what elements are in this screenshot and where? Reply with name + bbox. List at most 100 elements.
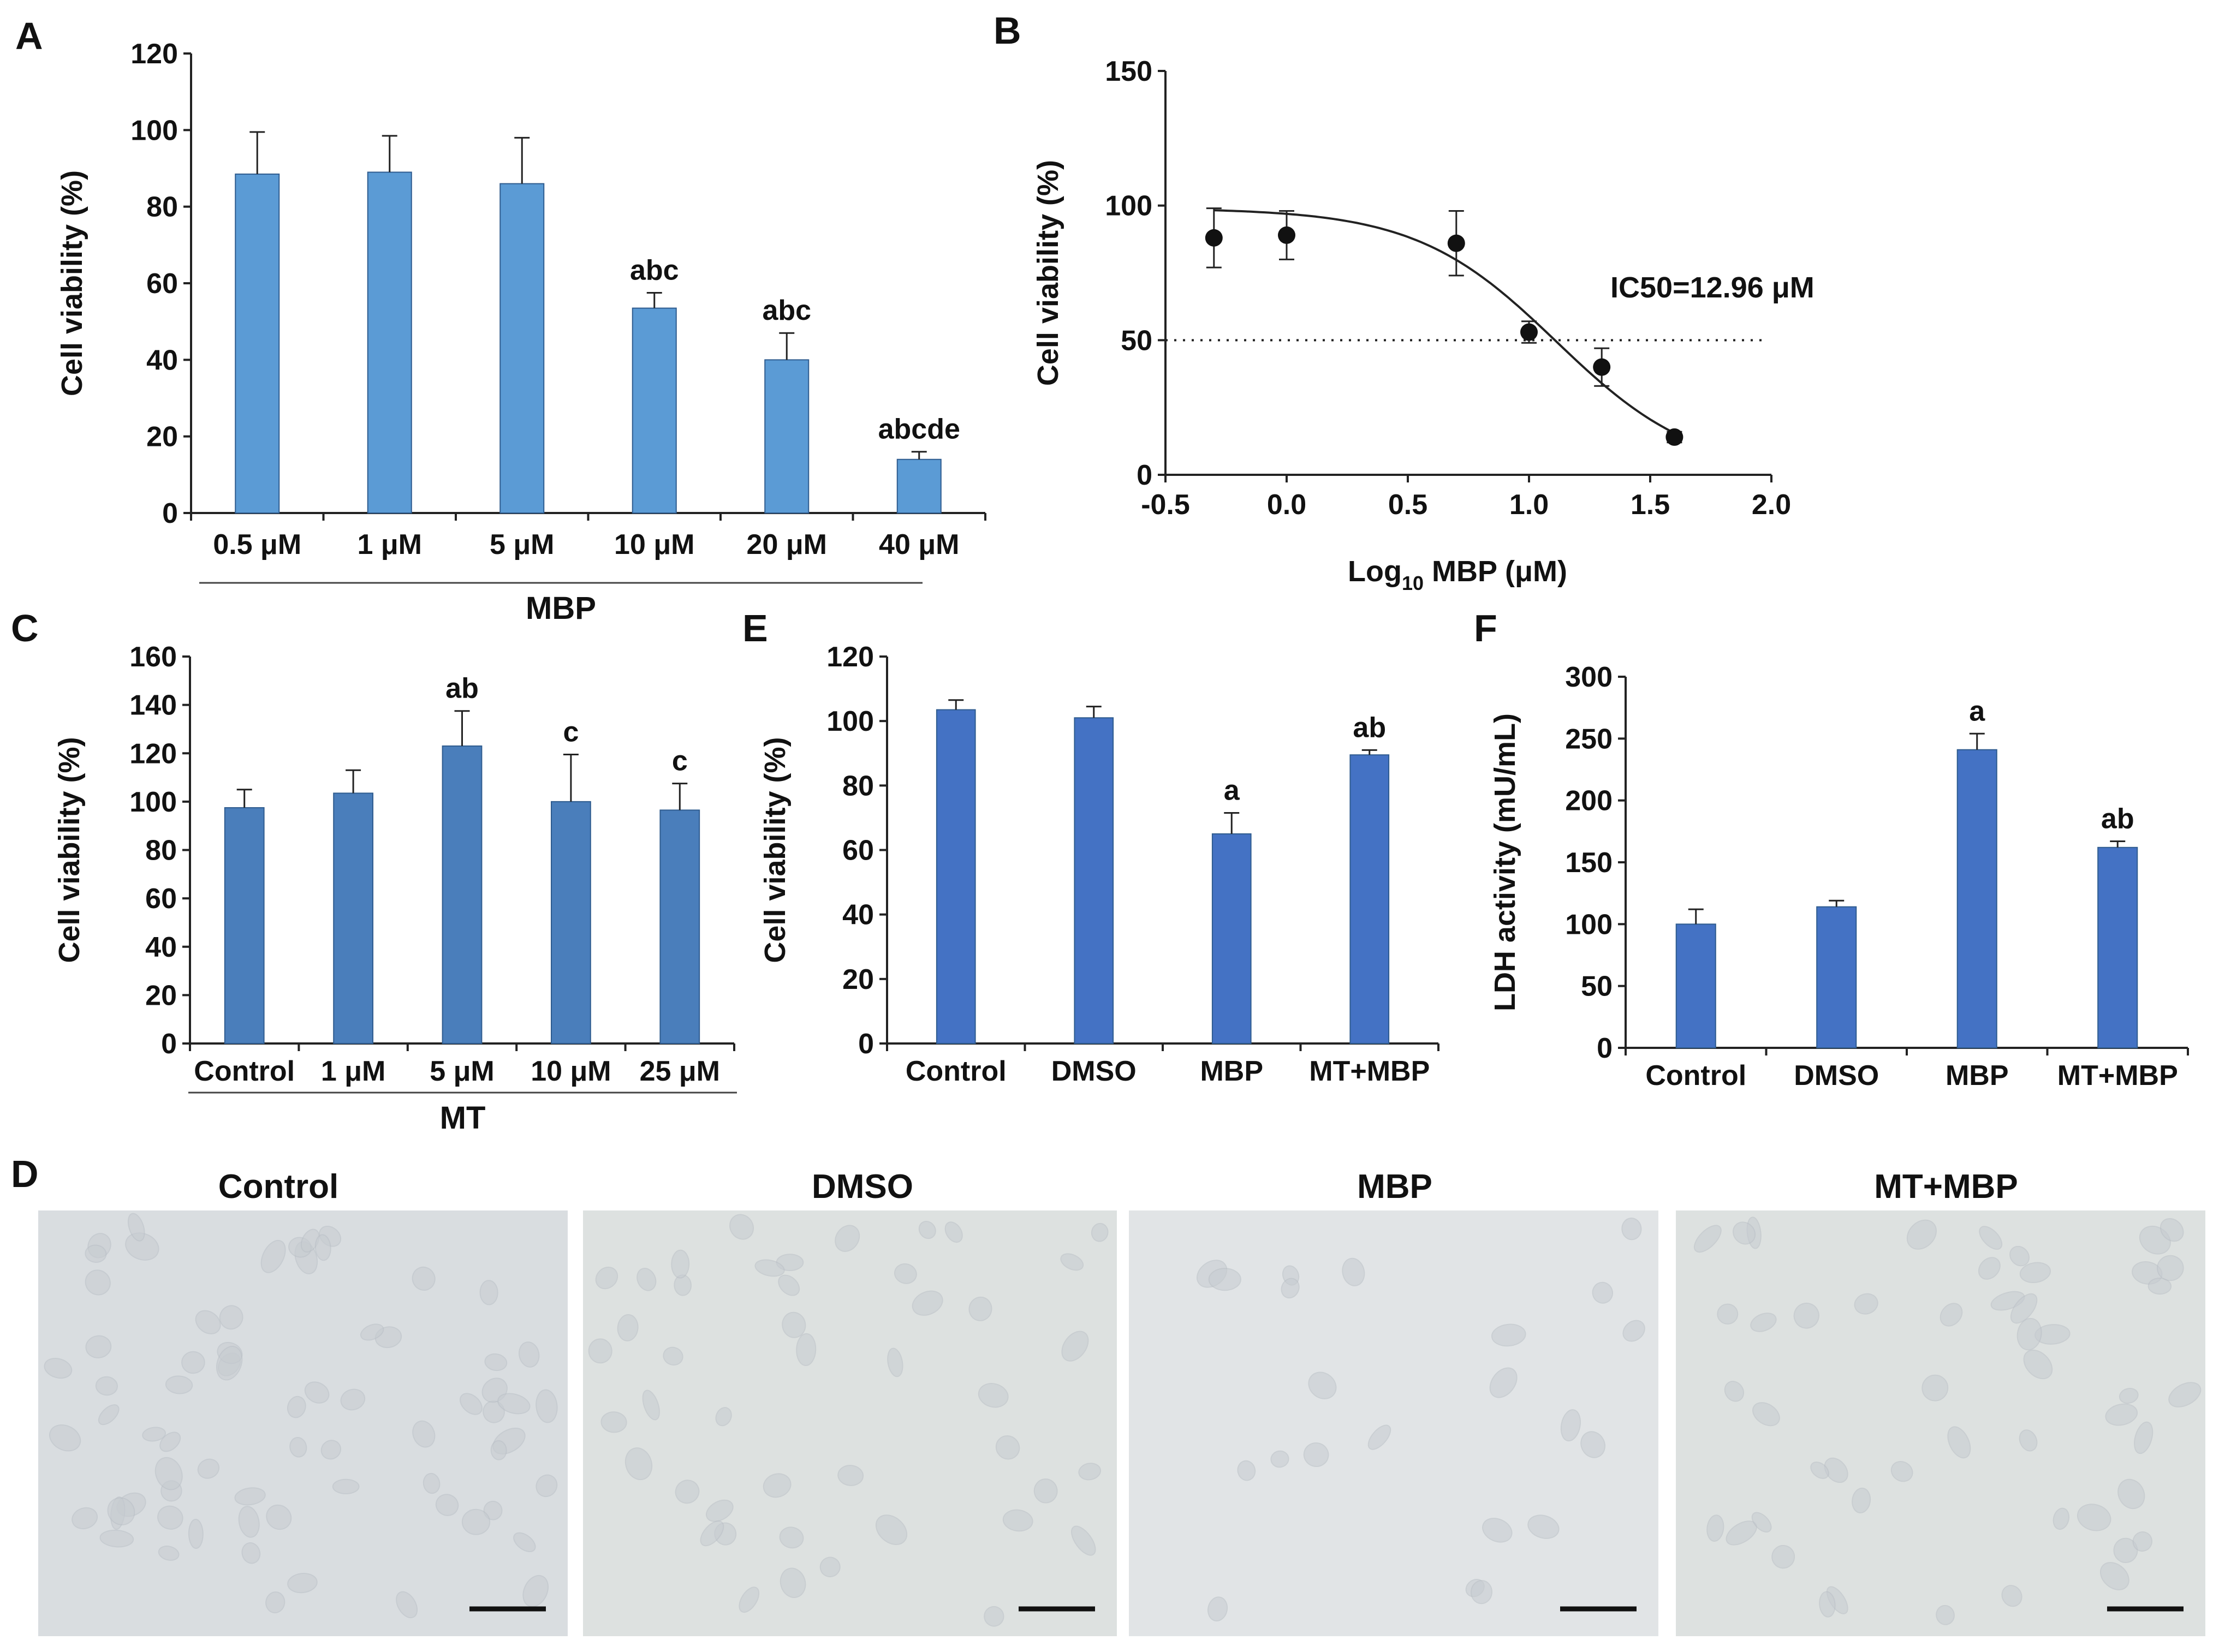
cell-shape <box>1921 1374 1949 1401</box>
y-tick-label: 60 <box>146 268 178 300</box>
cell-shape <box>1706 1514 1724 1542</box>
cell-shape <box>85 1244 107 1263</box>
y-tick-label: 150 <box>1565 847 1613 879</box>
cell-shape <box>332 1478 360 1494</box>
cell-shape <box>835 1225 860 1252</box>
data-point <box>1520 323 1538 341</box>
panel-letter-e: E <box>742 607 768 649</box>
y-tick-label: 300 <box>1565 661 1613 693</box>
y-tick-label: 100 <box>1565 909 1613 940</box>
cell-shape <box>435 1494 459 1516</box>
cell-shape <box>234 1487 266 1506</box>
cell-shape <box>304 1381 330 1404</box>
cell-shape <box>1061 1331 1089 1362</box>
cell-shape <box>522 1575 549 1607</box>
bar <box>1675 923 1716 1049</box>
cell-shape <box>2053 1507 2069 1530</box>
cell-shape <box>396 1591 418 1619</box>
panel-d-micrographs <box>38 1210 2205 1636</box>
x-tick-label: 1.0 <box>1509 489 1549 521</box>
cell-shape <box>479 1280 498 1305</box>
category-label: 40 μM <box>879 529 959 560</box>
cell-shape <box>1978 1257 2001 1280</box>
cell-shape <box>2168 1382 2202 1408</box>
cell-shape <box>157 1505 183 1530</box>
cell-shape <box>918 1220 936 1239</box>
cell-shape <box>779 1526 804 1549</box>
cell-shape <box>1750 1313 1777 1332</box>
cell-shape <box>875 1514 908 1545</box>
bar <box>632 307 677 514</box>
bar <box>551 801 591 1044</box>
y-tick-label: 200 <box>1565 785 1613 817</box>
cell-shape <box>484 1353 508 1371</box>
cell-shape <box>671 1249 690 1279</box>
cell-shape <box>912 1290 943 1316</box>
cell-shape <box>1208 1268 1241 1291</box>
category-label: 20 μM <box>747 529 827 560</box>
panel-f-chart: 0 50 100 150 200 250 300 Control DMSO a MBP ab MT+MB… <box>1489 661 2189 1092</box>
cell-shape <box>1621 1218 1642 1241</box>
cell-shape <box>1771 1544 1795 1569</box>
cell-shape <box>595 1266 618 1290</box>
x-axis-title-subscript: 10 <box>1402 572 1424 594</box>
category-label: DMSO <box>1794 1060 1879 1092</box>
data-point <box>1665 428 1683 446</box>
panel-letter-a: A <box>15 15 43 57</box>
bar <box>224 807 265 1044</box>
cell-shape <box>260 1239 286 1273</box>
cell-shape <box>289 1437 307 1458</box>
cell-shape <box>85 1335 112 1358</box>
cell-shape <box>588 1338 612 1364</box>
significance-label: c <box>672 746 688 777</box>
cell-shape <box>107 1497 135 1525</box>
bar <box>499 183 545 514</box>
panel-b-chart: 0 50 100 150 -0.5 0.0 0.5 1.0 1.5 2.0 IC50=12.96 μ… <box>1032 56 1815 594</box>
y-tick-label: 20 <box>146 421 178 453</box>
cell-shape <box>2105 1403 2138 1426</box>
cell-shape <box>944 1221 963 1243</box>
significance-label: ab <box>445 673 479 705</box>
cell-shape <box>1906 1219 1937 1250</box>
photo-title-mt-mbp: MT+MBP <box>1874 1168 2018 1206</box>
bar <box>442 745 483 1045</box>
cell-shape <box>95 1376 118 1396</box>
cell-shape <box>894 1263 917 1284</box>
fit-curve <box>1213 209 1675 434</box>
cell-shape <box>2099 1562 2129 1590</box>
cell-shape <box>181 1351 205 1374</box>
cell-shape <box>2134 1421 2153 1454</box>
cell-shape <box>1527 1514 1560 1539</box>
x-tick-label: 2.0 <box>1752 489 1791 521</box>
cell-shape <box>490 1440 507 1460</box>
cell-shape <box>519 1341 540 1368</box>
y-tick-label: 150 <box>1105 56 1152 87</box>
y-tick-label: 120 <box>826 641 874 673</box>
category-label: Control <box>906 1055 1007 1087</box>
y-tick-label: 250 <box>1565 723 1613 755</box>
micrograph-frame <box>583 1210 1117 1636</box>
y-tick-label: 120 <box>129 738 177 770</box>
cell-shape <box>265 1591 285 1614</box>
y-axis-title: LDH activity (mU/mL) <box>1489 713 1521 1011</box>
bar <box>1074 717 1114 1044</box>
cell-shape <box>188 1518 204 1549</box>
bar <box>936 709 976 1045</box>
y-tick-label: 60 <box>145 883 177 915</box>
x-tick-label: 1.5 <box>1631 489 1670 521</box>
cell-shape <box>1033 1478 1058 1504</box>
cell-shape <box>1936 1605 1955 1625</box>
cell-shape <box>72 1507 98 1530</box>
category-label: MT+MBP <box>2057 1060 2178 1092</box>
cell-shape <box>2132 1531 2152 1552</box>
cell-shape <box>636 1268 657 1291</box>
cell-shape <box>461 1508 491 1535</box>
cell-shape <box>837 1465 864 1486</box>
cell-shape <box>1979 1226 2003 1250</box>
category-label: 1 μM <box>358 529 423 560</box>
cell-shape <box>2147 1278 2172 1295</box>
y-axis-title: Cell viability (%) <box>1032 160 1064 386</box>
x-axis-title-rest: MBP (μM) <box>1424 555 1567 588</box>
cell-shape <box>287 1572 318 1594</box>
